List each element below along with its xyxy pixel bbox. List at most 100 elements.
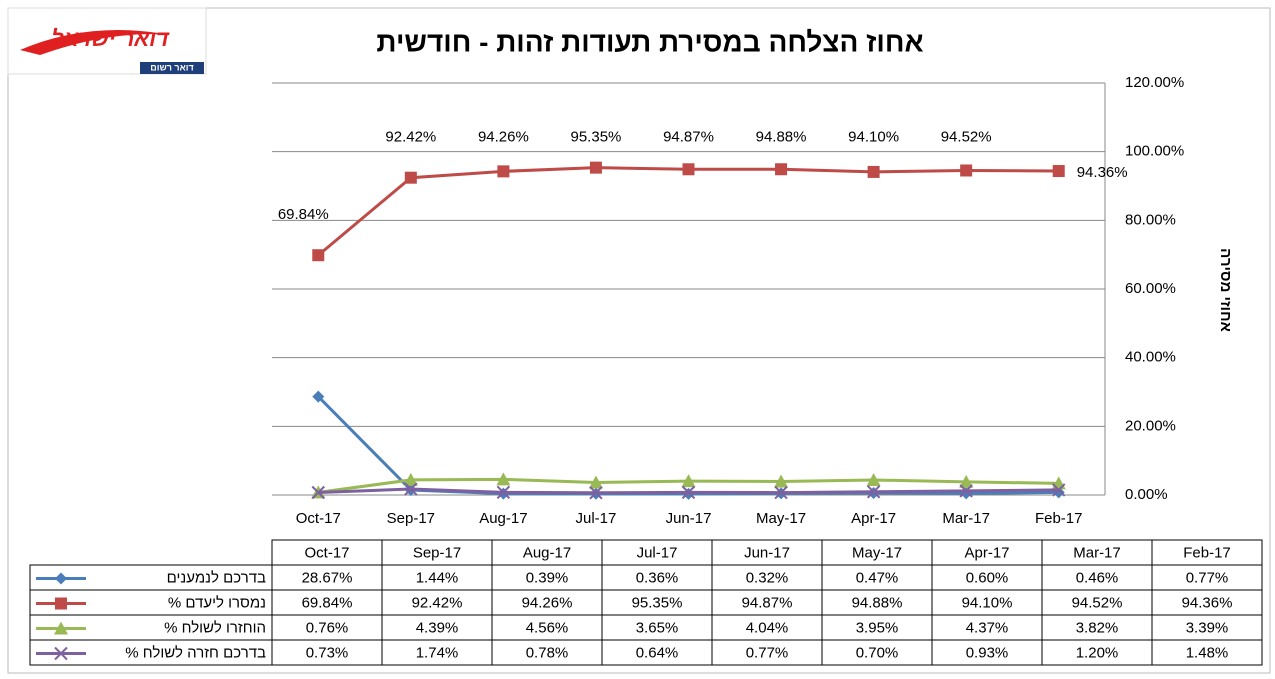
table-value: 94.26% [522, 594, 573, 611]
marker [403, 472, 418, 486]
x-tick-label: Sep-17 [387, 510, 435, 527]
marker [960, 164, 973, 177]
marker [959, 474, 974, 488]
y-tick-label: 20.00% [1125, 417, 1176, 434]
y-tick-label: 60.00% [1125, 280, 1176, 297]
table-header: May-17 [852, 544, 902, 561]
marker [55, 597, 67, 610]
table-value: 1.48% [1186, 644, 1229, 661]
table-value: 95.35% [632, 594, 683, 611]
table-value: 0.39% [526, 569, 569, 586]
table-header: Sep-17 [413, 544, 461, 561]
y-tick-label: 0.00% [1125, 486, 1168, 503]
data-label: 94.36% [1077, 164, 1128, 181]
marker [775, 163, 788, 176]
table-value: 28.67% [302, 569, 353, 586]
table-value: 0.77% [1186, 569, 1229, 586]
marker [866, 485, 881, 499]
table-value: 3.95% [856, 619, 899, 636]
series [311, 482, 1066, 500]
legend-label: בדרכם לנמענים [167, 569, 266, 586]
table-value: 94.10% [962, 594, 1013, 611]
x-tick-label: Oct-17 [296, 510, 341, 527]
table-header: Apr-17 [964, 544, 1009, 561]
marker [589, 161, 602, 174]
data-label: 94.10% [848, 129, 899, 146]
y-tick-label: 100.00% [1125, 143, 1184, 160]
data-label: 69.84% [278, 206, 329, 223]
marker [774, 474, 789, 488]
table-value: 1.74% [416, 644, 459, 661]
table-value: 3.39% [1186, 619, 1229, 636]
marker [404, 482, 418, 496]
data-label: 92.42% [385, 129, 436, 146]
table-value: 0.32% [746, 569, 789, 586]
x-tick-label: Apr-17 [851, 510, 896, 527]
table-value: 0.64% [636, 644, 679, 661]
data-label: 94.88% [756, 129, 807, 146]
table-value: 3.82% [1076, 619, 1119, 636]
series [312, 161, 1065, 262]
data-label: 94.52% [941, 129, 992, 146]
x-tick-label: Mar-17 [942, 510, 990, 527]
marker [311, 485, 325, 500]
table-value: 4.56% [526, 619, 569, 636]
table-header: Jul-17 [637, 544, 678, 561]
series-line [317, 166, 1059, 257]
table-header: Oct-17 [304, 544, 349, 561]
y-axis-label: אחוזי מסירה [1217, 248, 1234, 332]
table-value: 0.78% [526, 644, 569, 661]
table-value: 0.47% [856, 569, 899, 586]
x-tick-label: May-17 [756, 510, 806, 527]
marker [681, 474, 696, 488]
frame [7, 7, 1271, 674]
legend-label: נמסרו ליעדם % [168, 594, 266, 611]
table-value: 0.73% [306, 644, 349, 661]
marker [589, 486, 603, 500]
table-value: 3.65% [636, 619, 679, 636]
table-value: 69.84% [302, 594, 353, 611]
table-value: 1.20% [1076, 644, 1119, 661]
table-value: 4.37% [966, 619, 1009, 636]
marker [959, 484, 973, 498]
table-value: 94.88% [852, 594, 903, 611]
table-value: 4.39% [416, 619, 459, 636]
table-header: Mar-17 [1073, 544, 1121, 561]
marker [867, 165, 880, 178]
marker [54, 621, 68, 635]
legend-label: הוחזרו לשולח % [164, 619, 266, 636]
x-tick-label: Aug-17 [479, 510, 527, 527]
marker [496, 485, 511, 500]
table-header: Aug-17 [523, 544, 571, 561]
marker [866, 472, 881, 486]
marker [55, 572, 67, 585]
table-value: 94.36% [1182, 594, 1233, 611]
logo-tag: דואר רשום [150, 62, 193, 72]
table-header: Feb-17 [1183, 544, 1231, 561]
logo: דואר ישראל דואר רשום [7, 7, 207, 75]
marker [774, 485, 788, 500]
chart-title: אחוז הצלחה במסירת תעודות זהות - חודשית [376, 26, 923, 57]
marker [960, 487, 973, 500]
marker [496, 472, 511, 486]
table-value: 94.87% [742, 594, 793, 611]
marker [1052, 165, 1065, 178]
table-value: 0.77% [746, 644, 789, 661]
x-tick-label: Jun-17 [666, 510, 712, 527]
marker [54, 646, 68, 661]
marker [681, 485, 696, 500]
marker [312, 249, 325, 262]
logo-name: דואר ישראל [51, 26, 170, 51]
table-value: 94.52% [1072, 594, 1123, 611]
table-header: Jun-17 [744, 544, 790, 561]
x-tick-label: Jul-17 [576, 510, 617, 527]
y-tick-label: 40.00% [1125, 349, 1176, 366]
marker [497, 165, 510, 178]
logo-tag-bg [140, 62, 204, 74]
x-tick-label: Feb-17 [1035, 510, 1083, 527]
data-label: 94.87% [663, 129, 714, 146]
table-value: 0.36% [636, 569, 679, 586]
marker [682, 487, 695, 500]
table-value: 1.44% [416, 569, 459, 586]
marker [682, 163, 695, 176]
